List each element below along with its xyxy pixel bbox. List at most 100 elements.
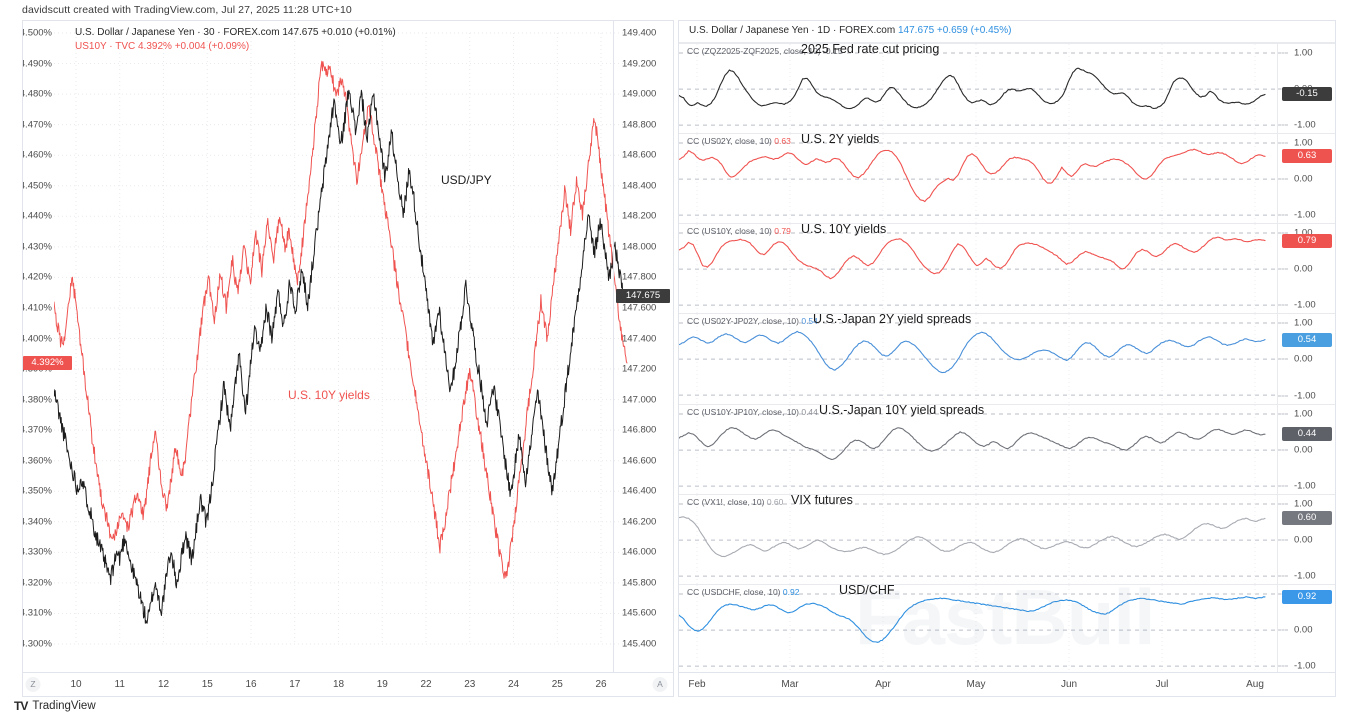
subpane-scale-axis[interactable]: 1.00 0.00 -1.00 0.54: [1277, 314, 1335, 404]
right-legend-price: 147.675: [897, 25, 935, 36]
subpane-title-annotation: 2025 Fed rate cut pricing: [801, 43, 940, 56]
scale-dash-mark: [1278, 485, 1288, 487]
right-axis-tick: 147.000: [622, 394, 657, 406]
left-price-axis-percent[interactable]: 4.500% 4.490% 4.480% 4.470% 4.460% 4.450% 4.44…: [22, 21, 72, 672]
legend-price-us10y: 4.392%: [138, 41, 172, 52]
subpane-plot-area[interactable]: [679, 584, 1277, 672]
subpane-scale-axis[interactable]: 1.00 0.00 -1.00 0.44: [1277, 404, 1335, 494]
scale-tick: -1.00: [1294, 299, 1316, 311]
right-time-axis-tick: Mar: [781, 679, 799, 690]
left-chart-plot-area[interactable]: [54, 21, 637, 672]
right-axis-tick: 149.400: [622, 27, 657, 39]
time-axis-tick: 19: [376, 679, 388, 690]
scale-dash-mark: [1278, 629, 1288, 631]
subpane-plot-area[interactable]: [679, 404, 1277, 494]
correlation-subpane[interactable]: CC (US10Y-JP10Y, close, 10) 0.44 U.S.-Jap…: [679, 403, 1335, 494]
tradingview-mark-icon: TV: [14, 699, 28, 713]
right-axis-tick: 146.000: [622, 546, 657, 558]
subpane-legend[interactable]: CC (US10Y-JP10Y, close, 10) 0.44: [687, 407, 818, 417]
subpane-current-value-badge: 0.44: [1282, 426, 1332, 441]
time-axis-tick: 16: [245, 679, 257, 690]
time-axis-end-icon[interactable]: A: [652, 677, 668, 692]
time-axis-tick: 12: [157, 679, 170, 690]
subpane-legend[interactable]: CC (US02Y, close, 10) 0.63: [687, 136, 791, 146]
right-axis-tick: 146.600: [622, 455, 657, 467]
scale-dash-mark: [1278, 539, 1288, 541]
correlation-subpane[interactable]: CC (US02Y, close, 10) 0.63 U.S. 2Y yields…: [679, 133, 1335, 224]
time-axis-tick: 17: [289, 679, 301, 690]
left-axis-tick: 4.490%: [22, 58, 52, 70]
right-time-axis-tick: Apr: [875, 679, 891, 690]
subpane-plot-area[interactable]: [679, 494, 1277, 584]
left-axis-tick: 4.300%: [22, 638, 52, 650]
scale-tick: -1.00: [1294, 390, 1316, 402]
annotation-us10y-yields: U.S. 10Y yields: [288, 388, 370, 402]
right-legend-change: +0.659 (+0.45%): [936, 25, 1012, 36]
subpane-title-annotation: U.S.-Japan 10Y yield spreads: [819, 403, 985, 417]
subpane-legend[interactable]: CC (VX1!, close, 10) 0.60: [687, 497, 783, 507]
left-axis-tick: 4.350%: [22, 485, 52, 497]
subpane-current-value-badge: 0.92: [1282, 589, 1332, 604]
correlation-subpane[interactable]: CC (US10Y, close, 10) 0.79 U.S. 10Y yield…: [679, 223, 1335, 314]
right-time-axis-tick: Jul: [1155, 679, 1169, 690]
time-axis-tick: 26: [595, 679, 607, 690]
scale-tick: 0.00: [1294, 263, 1313, 275]
time-axis-start-icon[interactable]: Z: [25, 677, 41, 692]
credit-line: davidscutt created with TradingView.com,…: [22, 4, 352, 16]
right-time-axis[interactable]: Feb Mar Apr May Jun Jul Aug: [678, 673, 1336, 697]
subpane-title-annotation: U.S. 10Y yields: [801, 223, 887, 237]
right-axis-tick: 149.200: [622, 58, 657, 70]
time-axis-tick: 10: [70, 679, 82, 690]
right-axis-tick: 148.600: [622, 149, 657, 161]
legend-symbol-usdjpy[interactable]: U.S. Dollar / Japanese Yen · 30 · FOREX.…: [75, 27, 280, 38]
subpane-scale-axis[interactable]: 1.00 0.00 -1.00 0.63: [1277, 134, 1335, 224]
subpane-plot-area[interactable]: [679, 314, 1277, 404]
subpane-legend-formula: CC (ZQZ2025-ZQF2025, close, 10): [687, 46, 824, 56]
subpane-scale-axis[interactable]: 1.00 0.00 -1.00 0.79: [1277, 224, 1335, 314]
right-axis-tick: 146.200: [622, 516, 657, 528]
scale-tick: 1.00: [1294, 47, 1313, 59]
subpane-legend[interactable]: CC (ZQZ2025-ZQF2025, close, 10) -0.15: [687, 46, 842, 56]
scale-tick: 1.00: [1294, 317, 1313, 329]
scale-tick: 0.00: [1294, 534, 1313, 546]
left-time-axis[interactable]: Z 10 11 12 15 16 17 18 19 22 23 24 25 26 A: [22, 673, 674, 697]
subpane-scale-axis[interactable]: 1.000.00-1.00-0.15: [1277, 44, 1335, 134]
subpane-plot-area[interactable]: [679, 224, 1277, 314]
subpane-legend[interactable]: CC (USDCHF, close, 10) 0.92: [687, 587, 799, 597]
left-chart-pane[interactable]: 4.500% 4.490% 4.480% 4.470% 4.460% 4.450% 4.44…: [22, 20, 674, 673]
scale-dash-mark: [1278, 395, 1288, 397]
subpane-scale-axis[interactable]: 1.000.00-1.000.92: [1277, 584, 1335, 672]
left-axis-tick: 4.400%: [22, 333, 52, 344]
scale-dash-mark: [1278, 214, 1288, 216]
subpane-current-value-badge: 0.60: [1282, 511, 1332, 526]
right-axis-tick: 147.800: [622, 271, 657, 283]
subpane-legend[interactable]: CC (US10Y, close, 10) 0.79: [687, 226, 791, 236]
right-legend-symbol[interactable]: U.S. Dollar / Japanese Yen · 1D · FOREX.…: [689, 25, 896, 36]
right-axis-tick: 146.800: [622, 424, 657, 436]
left-price-axis-usdjpy[interactable]: 149.400 149.200 149.000 148.800 148.600 148.4…: [613, 21, 673, 672]
subpane-plot-area[interactable]: [679, 134, 1277, 224]
scale-tick: 1.00: [1294, 498, 1313, 510]
right-correlation-pane[interactable]: U.S. Dollar / Japanese Yen · 1D · FOREX.…: [678, 20, 1336, 673]
correlation-subpane[interactable]: CC (US02Y-JP02Y, close, 10) 0.54 U.S.-Jap…: [679, 313, 1335, 404]
scale-dash-mark: [1278, 322, 1288, 324]
correlation-subpane[interactable]: CC (VX1!, close, 10) 0.60 VIX futures 1.00…: [679, 493, 1335, 584]
scale-dash-mark: [1278, 124, 1288, 126]
legend-change-us10y: +0.004 (+0.09%): [174, 41, 250, 52]
right-axis-tick: 145.800: [622, 577, 657, 589]
time-axis-tick: 24: [507, 679, 520, 690]
right-axis-tick: 148.400: [622, 180, 657, 192]
left-axis-tick: 4.420%: [22, 271, 52, 283]
scale-dash-mark: [1278, 232, 1288, 234]
subpane-plot-area[interactable]: [679, 44, 1277, 134]
subpane-title-annotation: USD/CHF: [839, 583, 895, 597]
subpane-legend[interactable]: CC (US02Y-JP02Y, close, 10) 0.54: [687, 316, 818, 326]
time-axis-tick: 22: [420, 679, 432, 690]
legend-symbol-us10y[interactable]: US10Y · TVC: [75, 41, 136, 52]
correlation-subpane[interactable]: CC (ZQZ2025-ZQF2025, close, 10) -0.15 202…: [679, 43, 1335, 134]
correlation-subpane[interactable]: CC (USDCHF, close, 10) 0.92 USD/CHF 1.000.…: [679, 583, 1335, 672]
subpane-scale-axis[interactable]: 1.00 0.00 -1.00 0.60: [1277, 494, 1335, 584]
tradingview-logo: TV TradingView: [14, 699, 96, 713]
right-axis-tick: 148.000: [622, 241, 657, 253]
